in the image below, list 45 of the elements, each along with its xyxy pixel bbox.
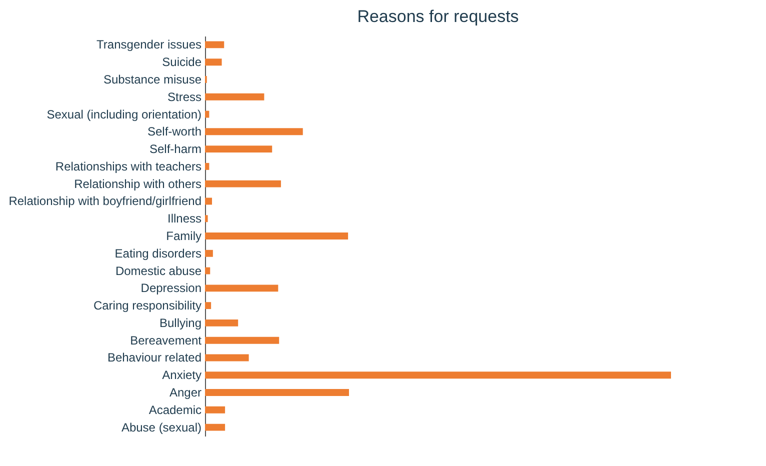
y-tick-label: Relationship with boyfriend/girlfriend [8, 194, 202, 208]
bar [205, 424, 226, 431]
bar [205, 336, 280, 344]
bar [205, 284, 278, 292]
y-tick-label: Academic [148, 402, 202, 417]
bar [205, 319, 238, 326]
bar [205, 162, 210, 170]
bar [205, 389, 349, 396]
chart-title: Reasons for requests [357, 7, 519, 26]
bar [205, 93, 264, 100]
bar [205, 41, 224, 48]
y-tick-label: Anxiety [162, 368, 202, 382]
y-tick-label: Relationship with others [74, 176, 202, 191]
y-tick-label: Family [166, 229, 202, 243]
y-tick-label: Suicide [162, 55, 202, 70]
y-tick-label: Eating disorders [114, 246, 202, 260]
bar [205, 372, 671, 379]
y-tick-label: Bullying [159, 316, 202, 330]
y-tick-label: Anger [169, 386, 202, 400]
bar [205, 58, 222, 66]
y-tick-label: Behaviour related [107, 350, 202, 365]
bar [205, 302, 212, 310]
y-tick-label: Caring responsibility [93, 298, 202, 313]
y-tick-label: Illness [167, 212, 202, 226]
bar [205, 128, 303, 136]
y-tick-label: Stress [167, 90, 202, 104]
bar [205, 406, 226, 414]
y-tick-label: Self-worth [147, 124, 202, 139]
bar [205, 215, 208, 222]
y-tick-label: Depression [140, 281, 202, 296]
y-tick-label: Sexual (including orientation) [46, 107, 202, 122]
y-tick-label: Substance misuse [103, 72, 202, 86]
bar [205, 354, 249, 362]
y-tick-label: Domestic abuse [115, 264, 202, 278]
y-tick-label: Abuse (sexual) [121, 420, 202, 434]
y-tick-label: Self-harm [149, 142, 202, 156]
bar [205, 250, 213, 257]
bar [205, 180, 281, 188]
y-tick-label: Bereavement [130, 333, 202, 348]
bar [205, 267, 210, 274]
bar [205, 232, 348, 240]
bar [205, 146, 272, 153]
y-tick-label: Relationships with teachers [55, 159, 202, 174]
bar [205, 198, 212, 205]
y-tick-label: Transgender issues [96, 38, 202, 52]
